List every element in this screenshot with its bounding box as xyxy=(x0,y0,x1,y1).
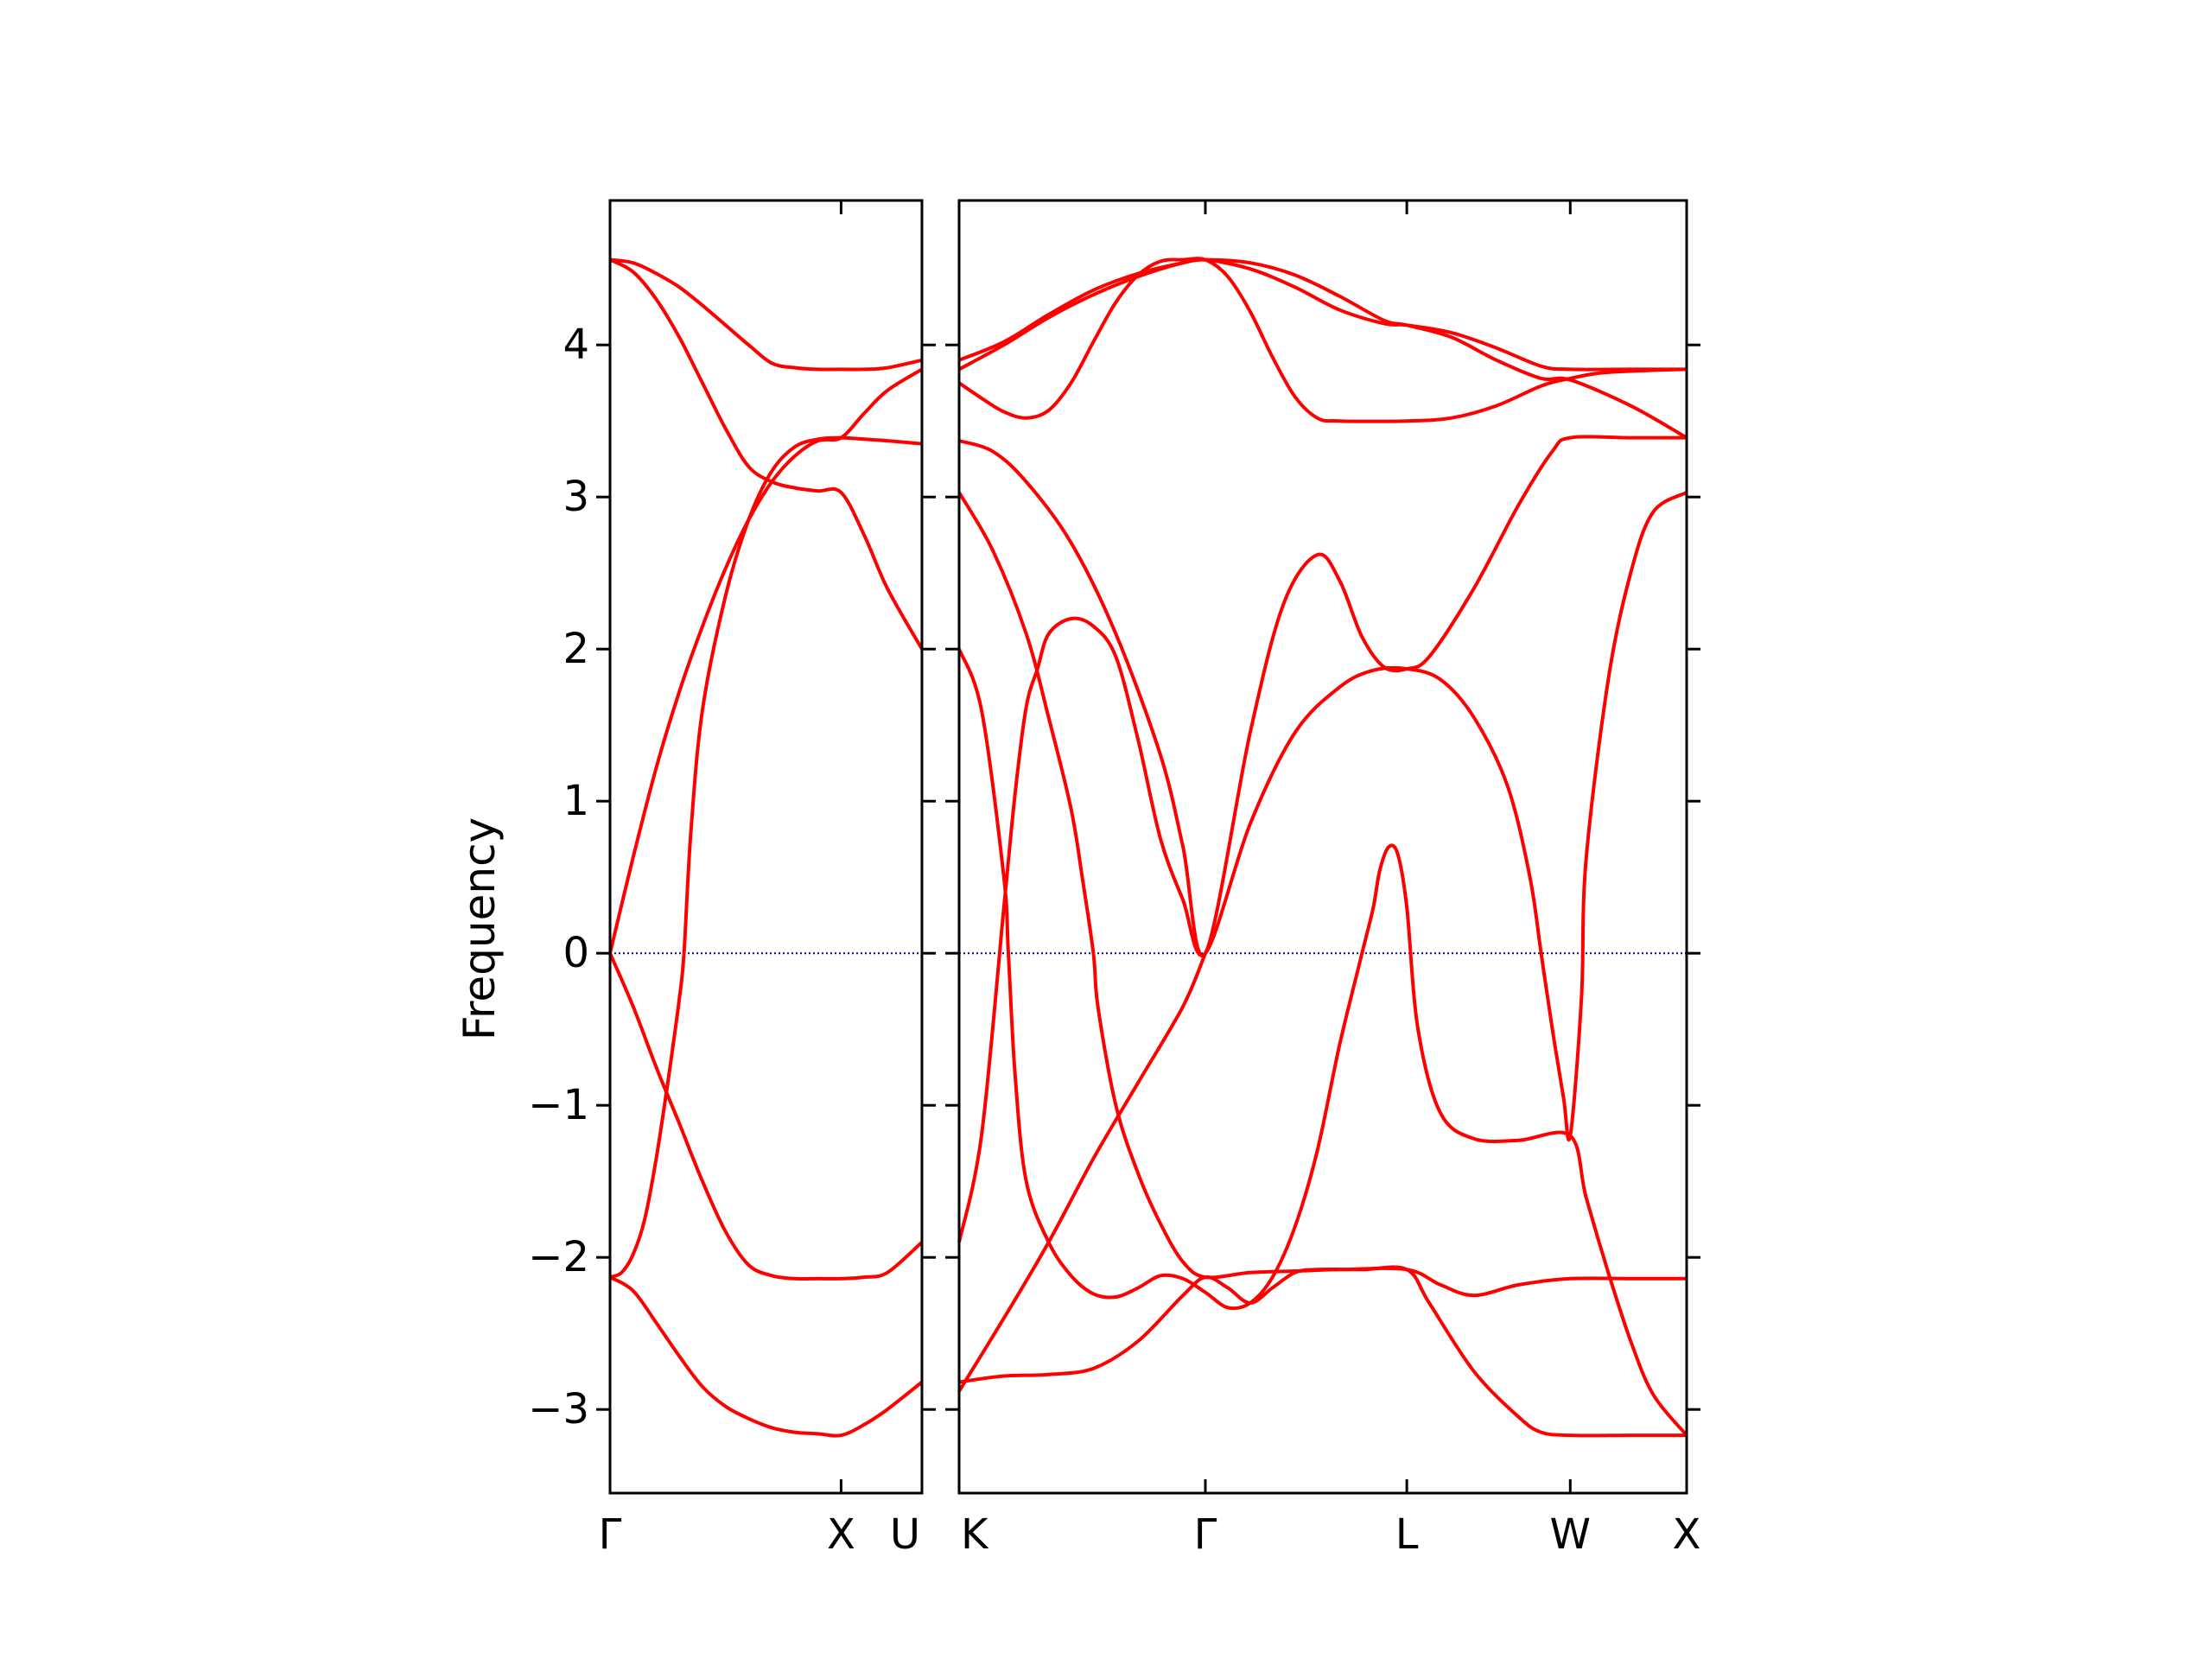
y-tick-label: −2 xyxy=(528,1233,589,1281)
x-tick-label: Γ xyxy=(599,1510,622,1559)
y-tick-label: 1 xyxy=(563,777,589,825)
band-line xyxy=(958,435,1687,958)
x-tick-label: K xyxy=(961,1510,989,1559)
band-line xyxy=(608,952,924,1281)
band-line xyxy=(609,257,923,372)
y-tick-label: 4 xyxy=(563,321,589,369)
y-tick-label: 3 xyxy=(563,473,589,521)
band-line xyxy=(609,435,923,1280)
band-line xyxy=(958,1265,1687,1438)
plot-frame xyxy=(608,199,924,1495)
band-line xyxy=(957,648,1688,1437)
band-line xyxy=(957,491,1687,1298)
y-tick-label: 0 xyxy=(563,929,589,977)
band-line xyxy=(609,257,924,651)
y-axis-label: Frequency xyxy=(454,817,505,1040)
x-tick-label: X xyxy=(1673,1510,1701,1559)
panel-1: Γ X U −3 −2 −1 0 1 2 3 4 xyxy=(528,199,936,1559)
x-tick-label: W xyxy=(1550,1510,1591,1559)
y-tick-label: 2 xyxy=(563,625,589,673)
band-line xyxy=(958,257,1687,372)
band-line xyxy=(608,367,924,954)
band-line xyxy=(957,257,1688,423)
x-tick-label: X xyxy=(827,1510,855,1559)
x-tick-label: Γ xyxy=(1194,1510,1217,1559)
band-line xyxy=(609,1275,924,1438)
x-tick-label: U xyxy=(890,1510,920,1559)
band-line xyxy=(957,491,1688,1243)
band-line xyxy=(958,257,1688,440)
band-line xyxy=(957,952,1207,1393)
plot-frame xyxy=(957,199,1688,1495)
y-tick-label: −3 xyxy=(528,1385,589,1433)
y-tick-label: −1 xyxy=(528,1081,589,1129)
x-tick-label: L xyxy=(1395,1510,1419,1559)
